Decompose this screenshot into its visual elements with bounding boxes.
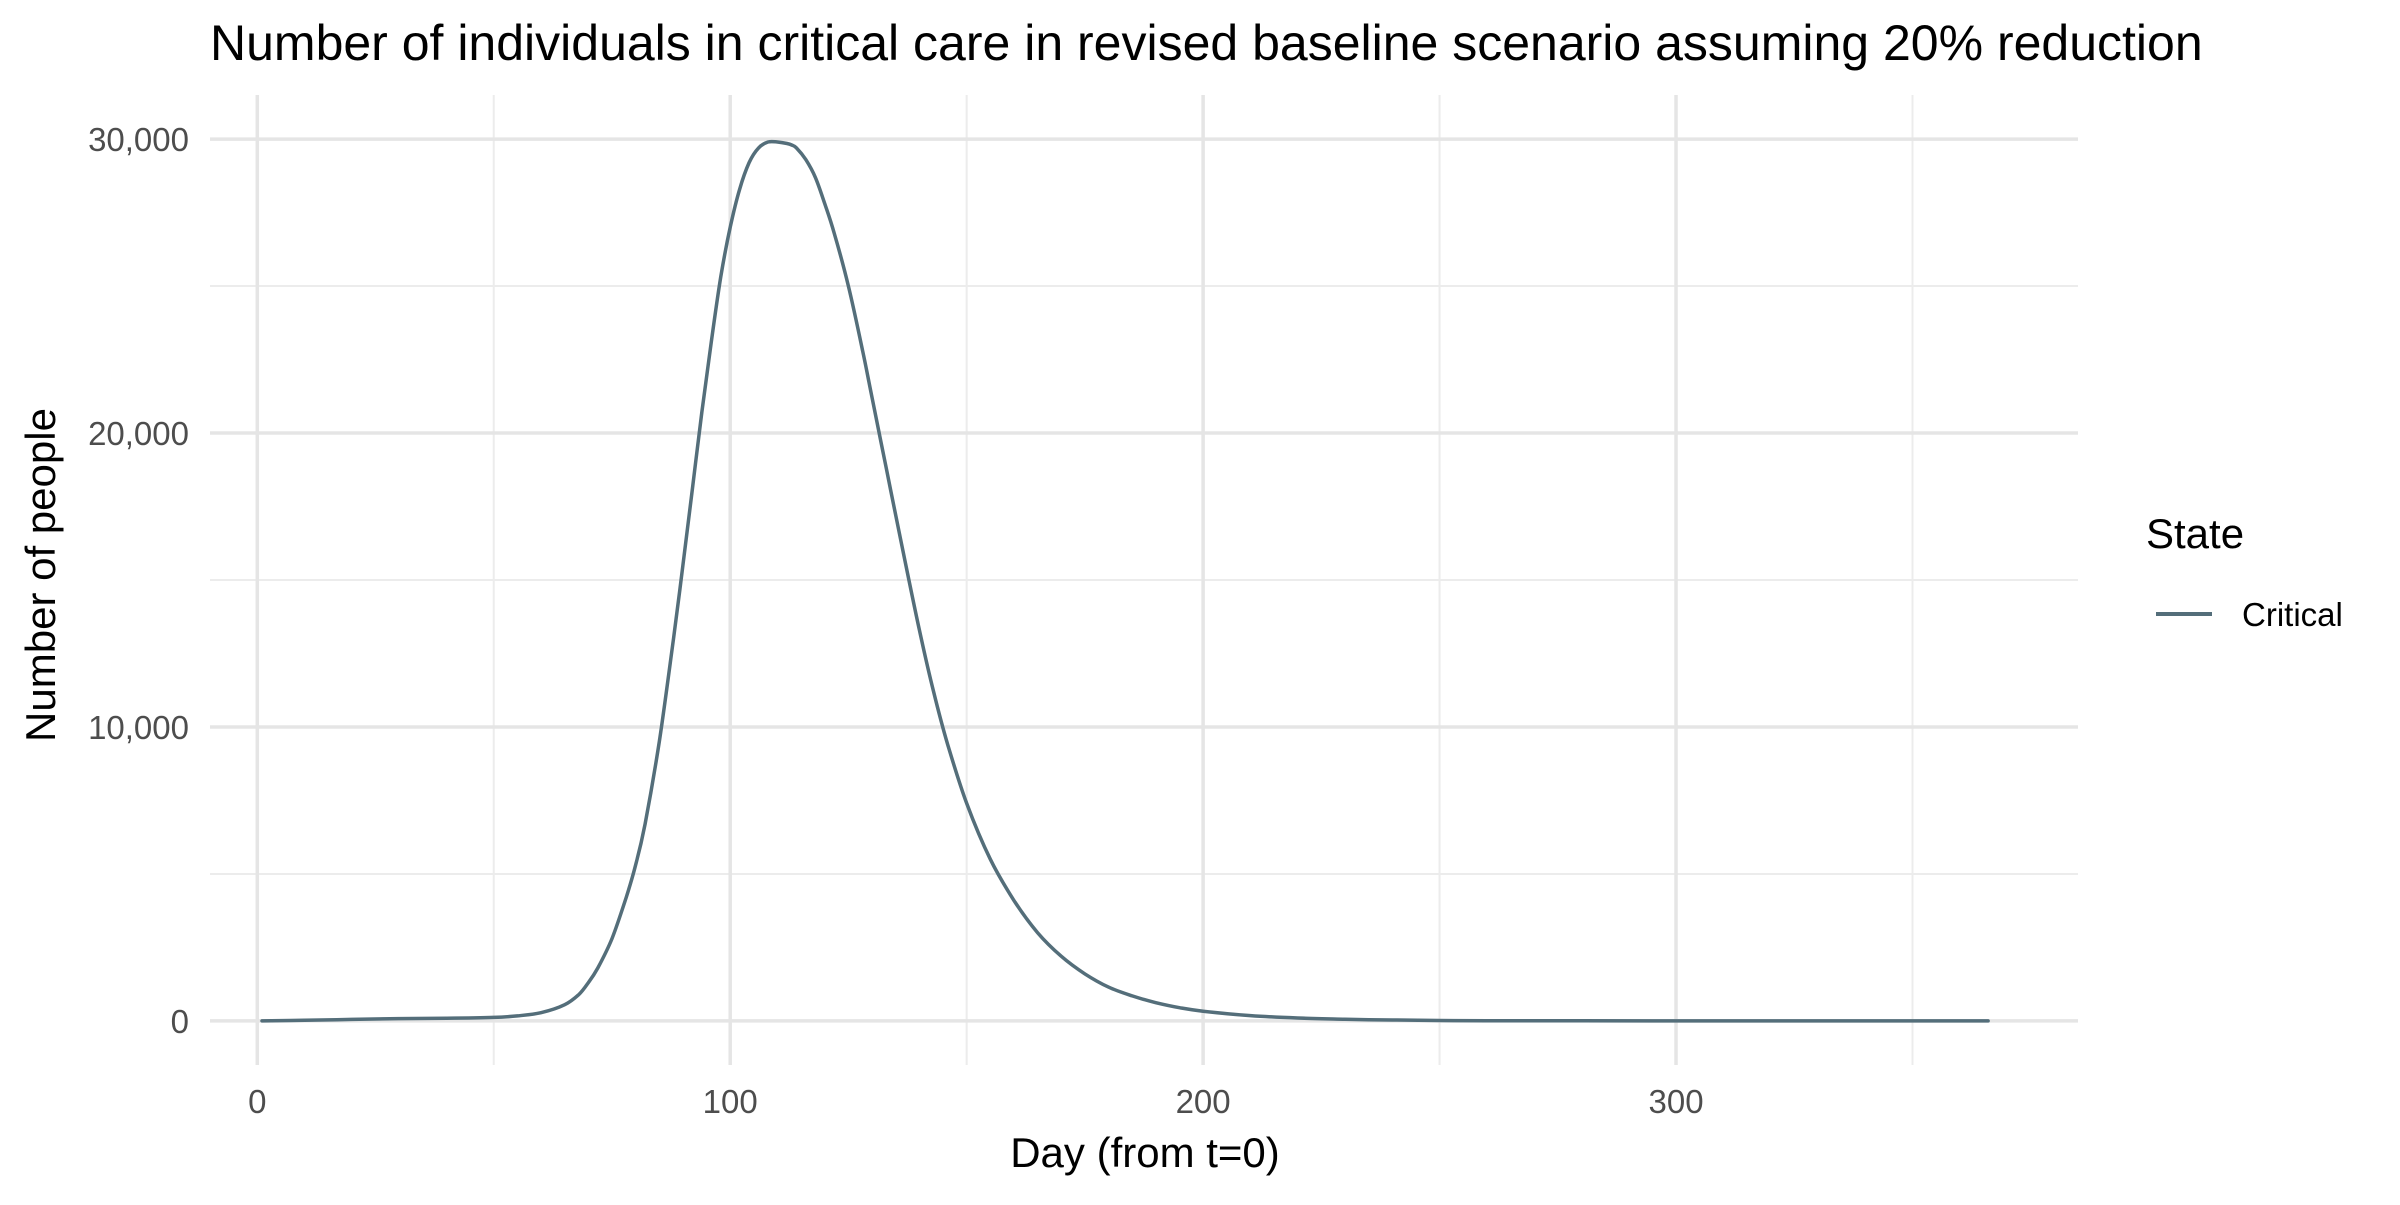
legend-items: Critical: [2156, 596, 2343, 633]
x-tick-label: 200: [1176, 1083, 1231, 1120]
x-axis-ticks: 0 100 200 300: [248, 1083, 1703, 1120]
y-tick-label: 30,000: [88, 121, 189, 158]
chart-title: Number of individuals in critical care i…: [210, 15, 2203, 71]
series-line-critical: [260, 139, 1990, 1023]
grid: [210, 95, 2078, 1065]
legend: State Critical: [2146, 510, 2343, 633]
y-axis-title: Number of people: [17, 408, 64, 742]
x-tick-label: 0: [248, 1083, 266, 1120]
y-tick-label: 20,000: [88, 415, 189, 452]
x-axis-title: Day (from t=0): [1010, 1129, 1280, 1176]
x-tick-label: 100: [703, 1083, 758, 1120]
x-tick-label: 300: [1648, 1083, 1703, 1120]
legend-label: Critical: [2242, 596, 2343, 633]
y-axis-ticks: 0 10,000 20,000 30,000: [88, 121, 189, 1040]
legend-title: State: [2146, 510, 2244, 557]
series-layer: [260, 139, 1990, 1023]
y-tick-label: 0: [171, 1003, 189, 1040]
y-tick-label: 10,000: [88, 709, 189, 746]
